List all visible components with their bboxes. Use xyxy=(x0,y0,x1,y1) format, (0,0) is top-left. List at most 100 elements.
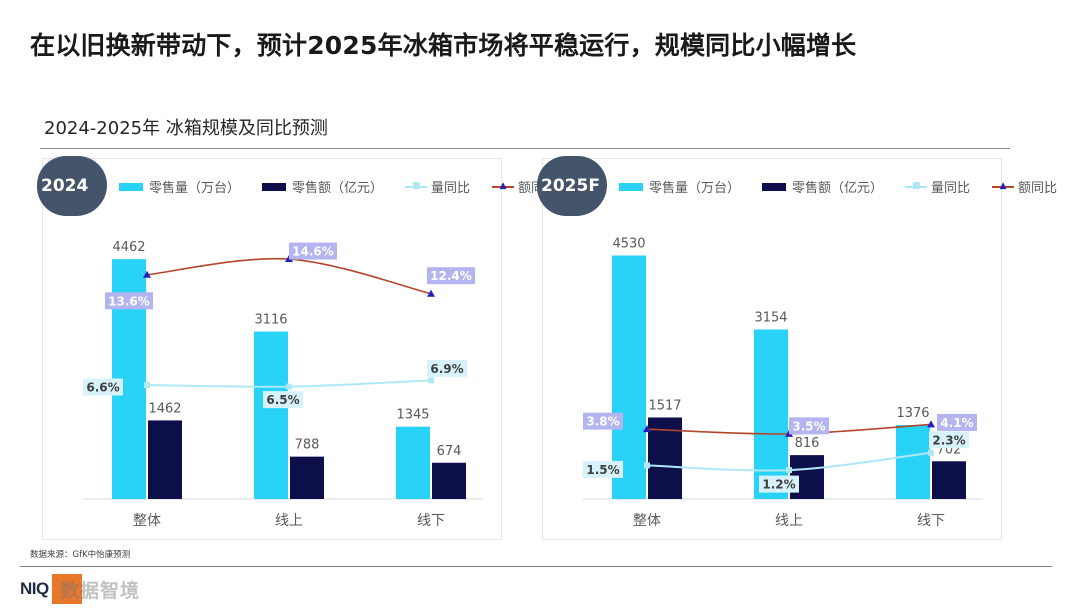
legend-label-value: 零售额（亿元） xyxy=(792,181,884,196)
marker-volume-yoy-2024-2 xyxy=(428,377,434,384)
legend-2025f: 零售量（万台） 零售额（亿元） ■ 量同比 ▲ 额同比 xyxy=(619,177,1079,196)
line-value-yoy-2024 xyxy=(146,257,432,295)
year-badge-2025f: 2025F xyxy=(537,156,607,216)
label-value-yoy-2024-1-bg xyxy=(289,242,337,260)
label-volume-2024-2: 1345 xyxy=(396,408,429,423)
x-tick-label-2024-1: 线上 xyxy=(275,513,303,529)
legend-label-volume: 零售量（万台） xyxy=(149,181,241,196)
legend-2024: 零售量（万台） 零售额（亿元） ■ 量同比 ▲ 额同比 xyxy=(119,177,579,196)
legend-line-value-yoy-icon: ▲ xyxy=(992,181,1015,192)
bar-value-2024-1 xyxy=(290,456,324,499)
x-tick-label-2025f-0: 整体 xyxy=(633,513,661,529)
marker-value-yoy-2024-0 xyxy=(143,270,151,278)
label-volume-2025f-2: 1376 xyxy=(896,406,929,421)
logo-text: NIQ xyxy=(20,579,49,598)
subtitle-divider xyxy=(40,148,1010,149)
legend-label-volume-yoy: 量同比 xyxy=(931,181,971,196)
bar-volume-2025f-0 xyxy=(612,255,646,499)
bar-volume-2024-2 xyxy=(396,426,430,499)
chart-subtitle: 2024-2025年 冰箱规模及同比预测 xyxy=(44,118,328,139)
label-volume-2024-0: 4462 xyxy=(112,240,145,255)
label-value-yoy-2024-2-bg xyxy=(427,267,475,285)
bar-value-2024-0 xyxy=(148,420,182,499)
label-volume-yoy-2024-0: 6.6% xyxy=(83,378,123,396)
legend-swatch-volume xyxy=(619,182,643,191)
legend-item-value-yoy: ▲ 额同比 xyxy=(992,177,1057,196)
legend-swatch-value xyxy=(262,182,287,191)
legend-line-volume-yoy-icon: ■ xyxy=(905,181,928,192)
bar-value-2024-2 xyxy=(432,462,466,499)
label-value-yoy-2024-0: 13.6% xyxy=(105,292,153,310)
legend-line-value-yoy-icon: ▲ xyxy=(492,181,515,192)
label-volume-2024-1: 3116 xyxy=(254,313,287,328)
bar-volume-2025f-2 xyxy=(896,425,930,499)
marker-volume-yoy-2025f-1 xyxy=(786,467,792,474)
marker-volume-yoy-2025f-2 xyxy=(928,449,934,456)
bar-value-2025f-2 xyxy=(932,461,966,499)
marker-volume-yoy-2024-1 xyxy=(286,383,292,390)
marker-value-yoy-2025f-0 xyxy=(643,425,651,433)
label-value-2025f-1: 816 xyxy=(795,436,820,451)
x-tick-label-2025f-1: 线上 xyxy=(775,513,803,529)
label-value-yoy-2025f-2-bg xyxy=(937,413,977,431)
label-volume-yoy-2025f-0-text: 1.5% xyxy=(586,463,619,477)
label-volume-yoy-2024-2: 6.9% xyxy=(427,359,467,377)
legend-item-volume: 零售量（万台） xyxy=(619,177,740,196)
label-value-yoy-2025f-0: 3.8% xyxy=(583,412,623,430)
marker-value-yoy-2024-2 xyxy=(427,289,435,297)
label-value-2024-2: 674 xyxy=(437,444,462,459)
chart-2024-svg: 4462 1462 整体 3116 788 线上 1345 674 线下 6.6% 6.5% 6.9%… xyxy=(83,240,483,529)
chart-panel-2025f: 4530 1517 整体 3154 816 线上 1376 702 线下 1.5% 1.2% 2.3%… xyxy=(537,156,1057,540)
label-value-2024-0: 1462 xyxy=(148,401,181,416)
x-tick-label-2025f-2: 线下 xyxy=(917,513,945,529)
bar-volume-2024-1 xyxy=(254,331,288,499)
label-volume-yoy-2025f-0: 1.5% xyxy=(583,460,623,478)
legend-line-volume-yoy-icon: ■ xyxy=(405,181,428,192)
label-value-yoy-2025f-1-text: 3.5% xyxy=(792,419,825,433)
label-volume-yoy-2025f-1-bg xyxy=(759,475,799,493)
legend-item-volume: 零售量（万台） xyxy=(119,177,240,196)
label-value-yoy-2024-2: 12.4% xyxy=(427,267,475,285)
watermark: 数据智境 xyxy=(60,580,141,602)
label-value-yoy-2025f-2-text: 4.1% xyxy=(940,416,973,430)
label-value-yoy-2025f-1: 3.5% xyxy=(789,417,829,435)
marker-value-yoy-2025f-2 xyxy=(927,420,935,428)
logo-orange-block-icon xyxy=(51,574,82,604)
label-value-2025f-0: 1517 xyxy=(648,398,681,413)
footer-divider xyxy=(20,566,1052,567)
label-volume-yoy-2024-0-bg xyxy=(83,378,123,396)
legend-label-volume-yoy: 量同比 xyxy=(431,181,471,196)
data-source-note: 数据来源：GfK中怡康预测 xyxy=(30,550,131,560)
label-volume-yoy-2024-1-text: 6.5% xyxy=(266,393,299,407)
label-volume-yoy-2025f-1-text: 1.2% xyxy=(762,478,795,492)
label-volume-yoy-2024-0-text: 6.6% xyxy=(86,381,119,395)
label-volume-2025f-1: 3154 xyxy=(754,310,787,325)
chart-2025f-svg: 45301517整体3154816线上1376702线下1.5%1.2%2.3%… xyxy=(583,237,983,529)
label-volume-2025f-0: 4530 xyxy=(612,237,645,252)
legend-label-volume: 零售量（万台） xyxy=(649,181,741,196)
legend-item-value: 零售额（亿元） xyxy=(262,177,383,196)
marker-volume-yoy-2025f-0 xyxy=(644,462,650,469)
label-volume-yoy-2025f-2-text: 2.3% xyxy=(932,433,965,447)
label-volume-yoy-2025f-1: 1.2% xyxy=(759,475,799,493)
label-value-yoy-2024-1: 14.6% xyxy=(289,242,337,260)
label-volume-yoy-2025f-0-bg xyxy=(583,460,623,478)
label-value-yoy-2025f-0-text: 3.8% xyxy=(586,415,619,429)
label-volume-yoy-2025f-2: 2.3% xyxy=(929,431,969,449)
label-value-yoy-2025f-1-bg xyxy=(789,417,829,435)
legend-label-value-yoy: 额同比 xyxy=(1018,181,1058,196)
legend-swatch-value xyxy=(762,182,787,191)
label-value-yoy-2024-0-bg xyxy=(105,292,153,310)
label-volume-yoy-2024-2-bg xyxy=(427,359,467,377)
bar-volume-2025f-1 xyxy=(754,329,788,499)
marker-volume-yoy-2024-0 xyxy=(144,382,150,389)
label-volume-yoy-2024-1-bg xyxy=(263,391,303,409)
label-value-yoy-2025f-2: 4.1% xyxy=(937,413,977,431)
year-badge-2024: 2024 xyxy=(37,156,107,216)
label-value-yoy-2025f-0-bg xyxy=(583,412,623,430)
legend-swatch-volume xyxy=(119,182,143,191)
niq-logo: NIQ xyxy=(20,574,82,604)
page-title: 在以旧换新带动下，预计2025年冰箱市场将平稳运行，规模同比小幅增长 xyxy=(30,31,857,60)
x-tick-label-2024-2: 线下 xyxy=(417,513,445,529)
legend-item-volume-yoy: ■ 量同比 xyxy=(405,177,470,196)
